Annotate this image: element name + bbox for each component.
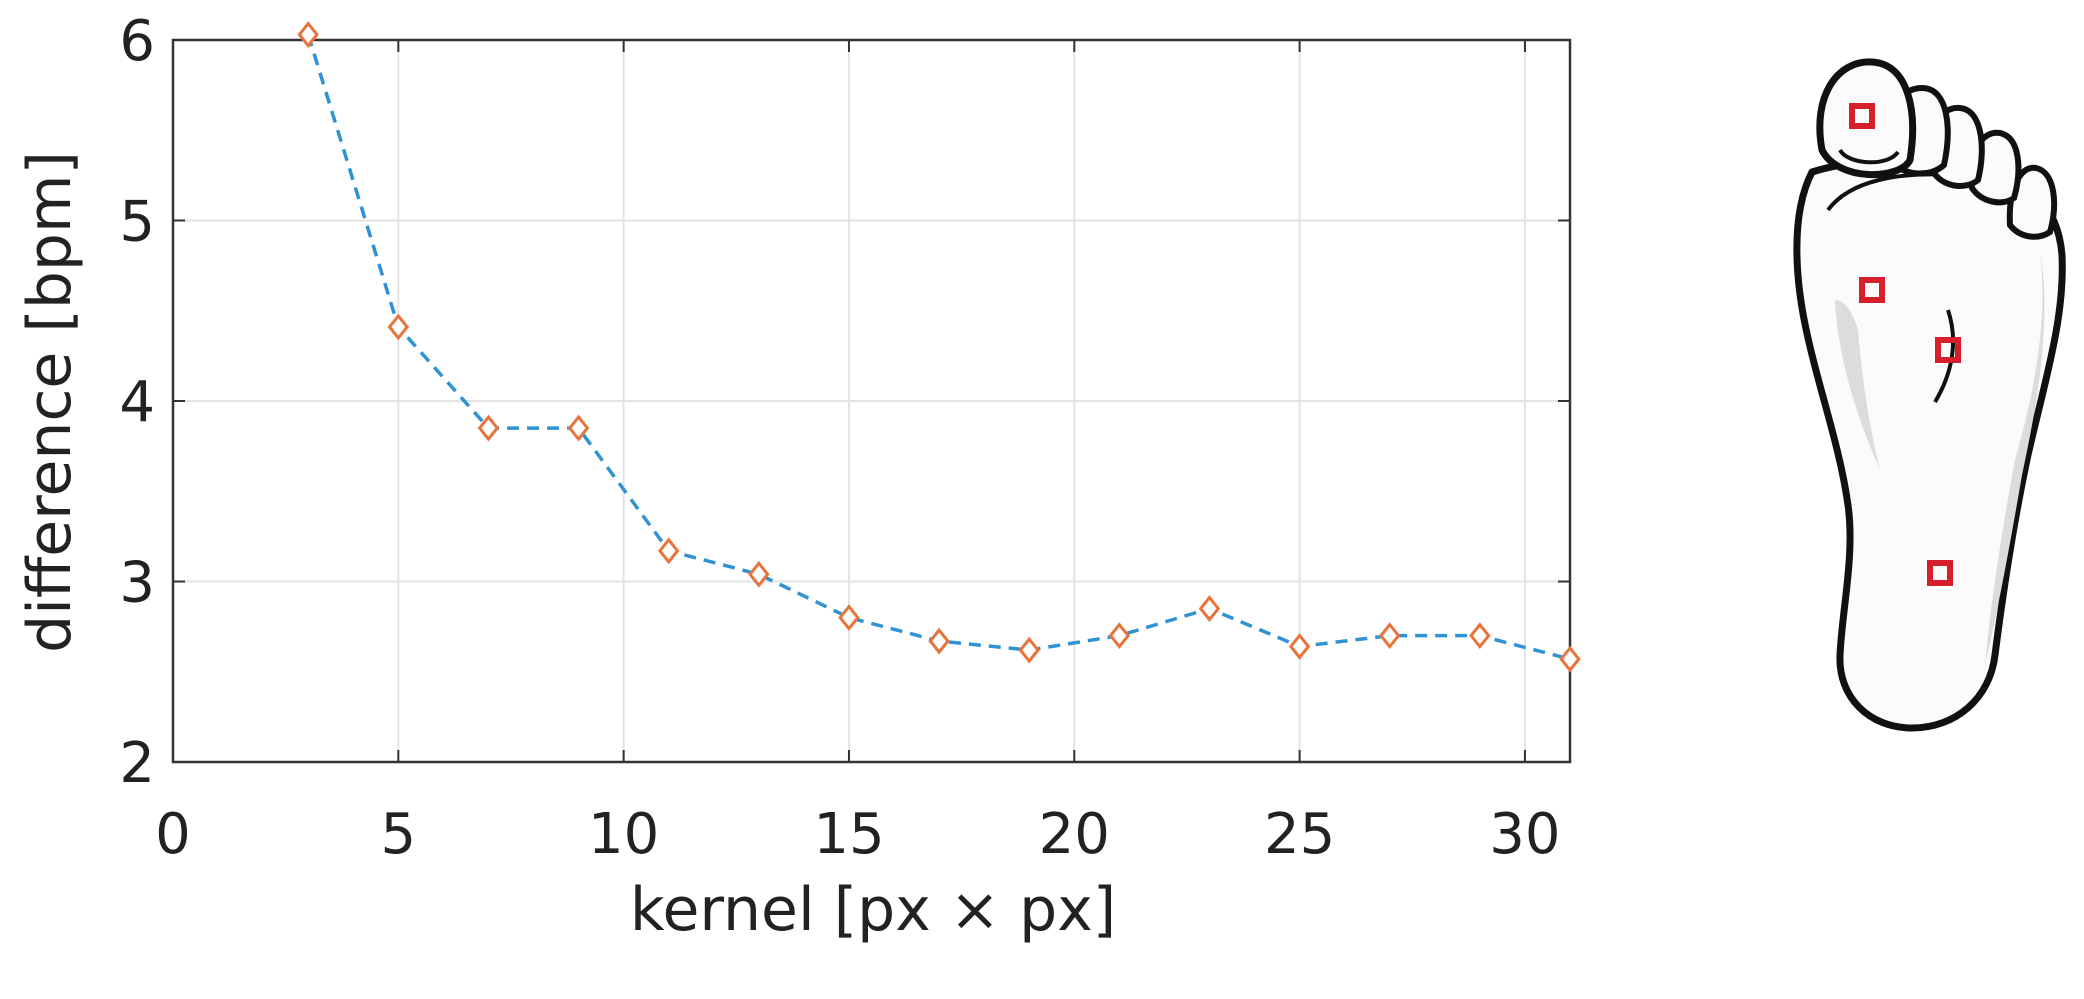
x-tick-label: 15 xyxy=(813,802,884,867)
data-point xyxy=(477,414,500,442)
toe-big-nail xyxy=(1838,148,1900,165)
data-point xyxy=(657,537,680,565)
data-markers xyxy=(297,21,1581,673)
grid xyxy=(172,39,1570,763)
foot-arch-crease xyxy=(1933,309,1956,404)
measurement-point-forefoot xyxy=(1859,277,1885,303)
data-point xyxy=(1469,622,1491,650)
data-point xyxy=(1379,622,1401,650)
foot-shading-left xyxy=(1835,300,1880,470)
data-point xyxy=(1108,622,1131,650)
x-tick-labels: 0 5 10 15 20 25 30 xyxy=(155,802,1560,867)
y-tick-label: 3 xyxy=(119,551,155,616)
x-tick-label: 30 xyxy=(1489,802,1560,867)
axis-ticks xyxy=(172,39,1570,763)
foot-sole-illustration xyxy=(1793,58,2066,732)
data-point xyxy=(1559,645,1581,673)
toe-big xyxy=(1816,58,1916,179)
measurement-point-markers xyxy=(1849,103,1961,586)
data-point xyxy=(387,313,410,341)
y-tick-label: 5 xyxy=(119,190,155,255)
x-tick-label: 5 xyxy=(381,802,417,867)
data-point xyxy=(1018,636,1040,664)
y-tick-label: 6 xyxy=(119,9,155,74)
y-tick-label: 4 xyxy=(119,370,155,435)
data-point xyxy=(838,604,860,632)
data-point xyxy=(567,414,590,442)
foot-shading-right xyxy=(1985,250,2045,665)
x-axis-label: kernel [px × px] xyxy=(630,875,1116,945)
series-line xyxy=(306,34,1571,661)
data-point xyxy=(748,560,770,588)
data-point xyxy=(1288,633,1311,660)
x-tick-label: 10 xyxy=(588,802,659,867)
data-point xyxy=(928,627,950,655)
y-tick-labels: 2 3 4 5 6 xyxy=(119,9,155,796)
measurement-point-lateral xyxy=(1935,337,1961,363)
x-tick-label: 0 xyxy=(155,802,191,867)
x-tick-label: 25 xyxy=(1264,802,1335,867)
y-axis-label: difference [bpm] xyxy=(15,151,85,653)
x-tick-label: 20 xyxy=(1039,802,1110,867)
measurement-point-heel xyxy=(1927,560,1953,586)
y-tick-label: 2 xyxy=(119,731,155,796)
measurement-point-big-toe xyxy=(1849,103,1875,129)
line-chart: 0 5 10 15 20 25 30 2 3 4 5 6 kernel [px × px] diff… xyxy=(15,9,1581,945)
data-point xyxy=(297,21,319,48)
data-point xyxy=(1198,595,1221,622)
